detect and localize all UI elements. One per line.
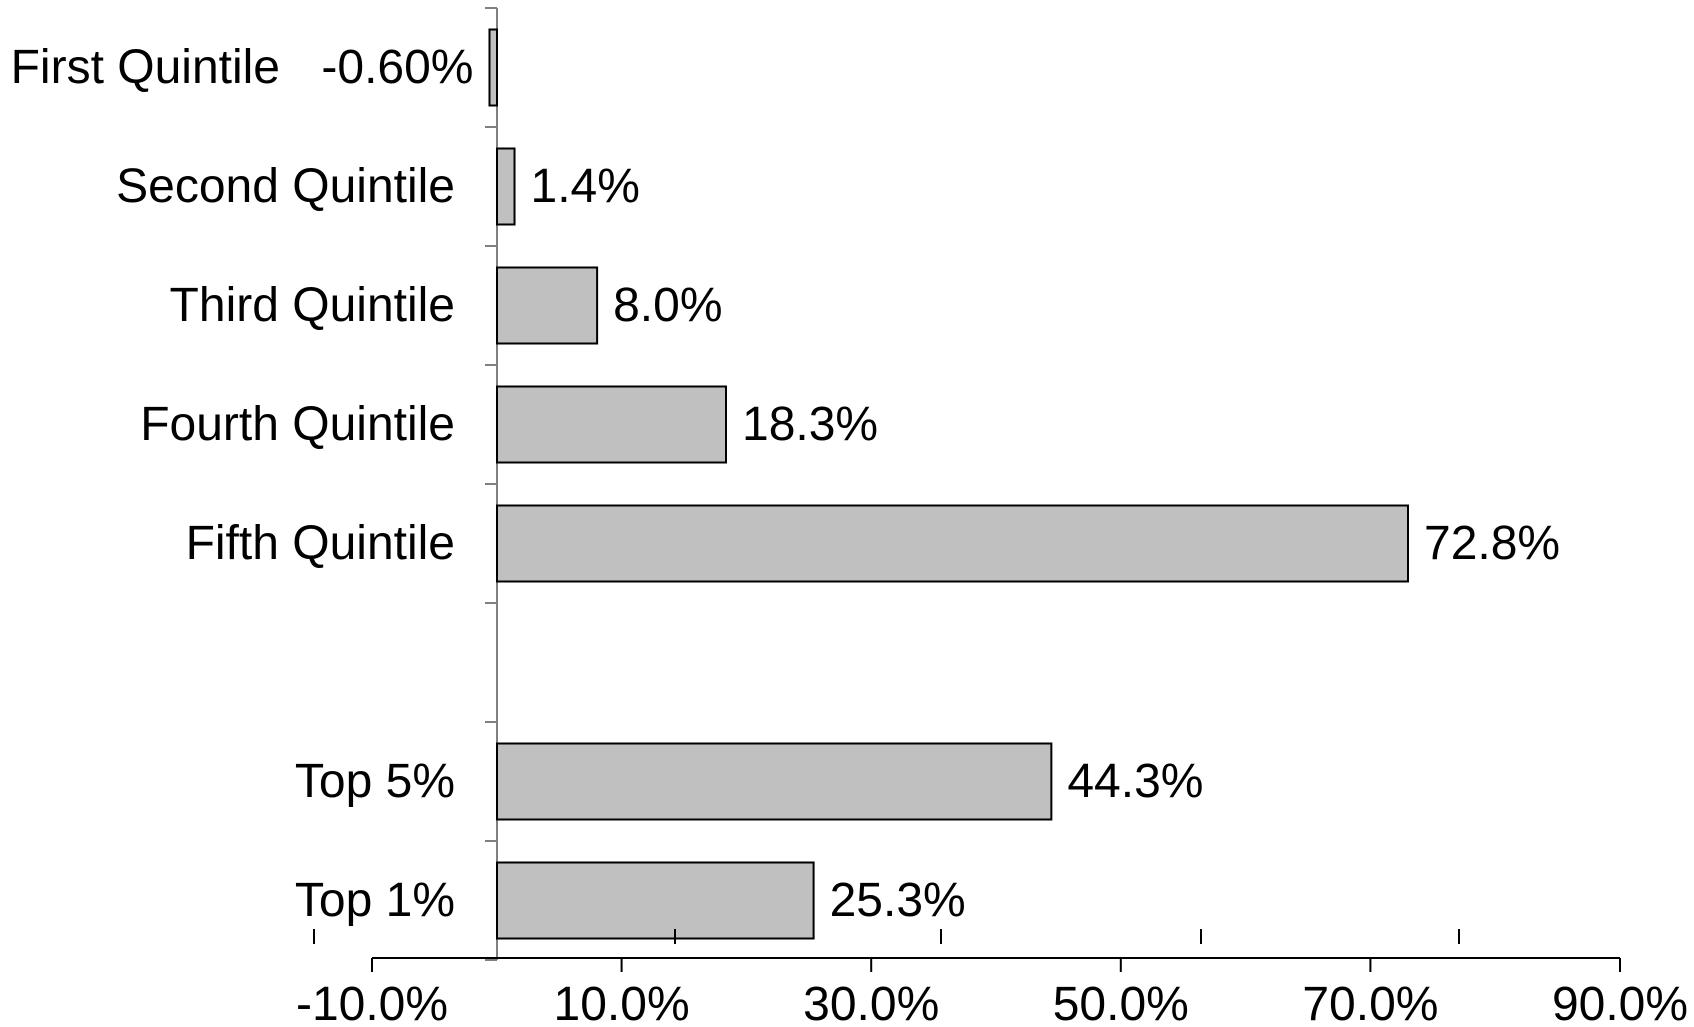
bar — [496, 385, 728, 464]
bars-group — [488, 28, 1409, 940]
bar — [488, 28, 499, 107]
data-label: 72.8% — [1424, 517, 1560, 570]
bar — [496, 861, 815, 940]
data-label: 44.3% — [1067, 755, 1203, 808]
x-axis: -10.0% 10.0% 30.0% 50.0% 70.0% 90.0% — [296, 929, 1688, 1027]
x-tick-label: 90.0% — [1552, 978, 1688, 1027]
data-label: 1.4% — [531, 160, 640, 213]
x-tick-label: 70.0% — [1302, 978, 1438, 1027]
bar — [496, 504, 1409, 583]
data-label: 8.0% — [613, 279, 722, 332]
category-axis — [485, 7, 498, 961]
category-label: Fifth Quintile — [186, 517, 455, 570]
category-label: Top 1% — [295, 874, 455, 927]
data-label: 25.3% — [830, 874, 966, 927]
bar — [496, 147, 516, 226]
category-label: Top 5% — [295, 755, 455, 808]
category-label: Fourth Quintile — [140, 398, 455, 451]
value-labels: -0.60% 1.4% 8.0% 18.3% 72.8% 44.3% 25.3% — [321, 41, 1560, 927]
category-label: Third Quintile — [170, 279, 455, 332]
x-tick-label: -10.0% — [296, 978, 448, 1027]
x-tick-label: 30.0% — [803, 978, 939, 1027]
category-label: First Quintile — [11, 41, 280, 94]
bar — [496, 742, 1053, 821]
x-tick-label: 10.0% — [554, 978, 690, 1027]
category-label: Second Quintile — [116, 160, 455, 213]
x-tick-label: 50.0% — [1053, 978, 1189, 1027]
category-labels: First Quintile Second Quintile Third Quint… — [11, 41, 455, 927]
data-label: 18.3% — [742, 398, 878, 451]
bar — [496, 266, 599, 345]
data-label: -0.60% — [321, 41, 473, 94]
